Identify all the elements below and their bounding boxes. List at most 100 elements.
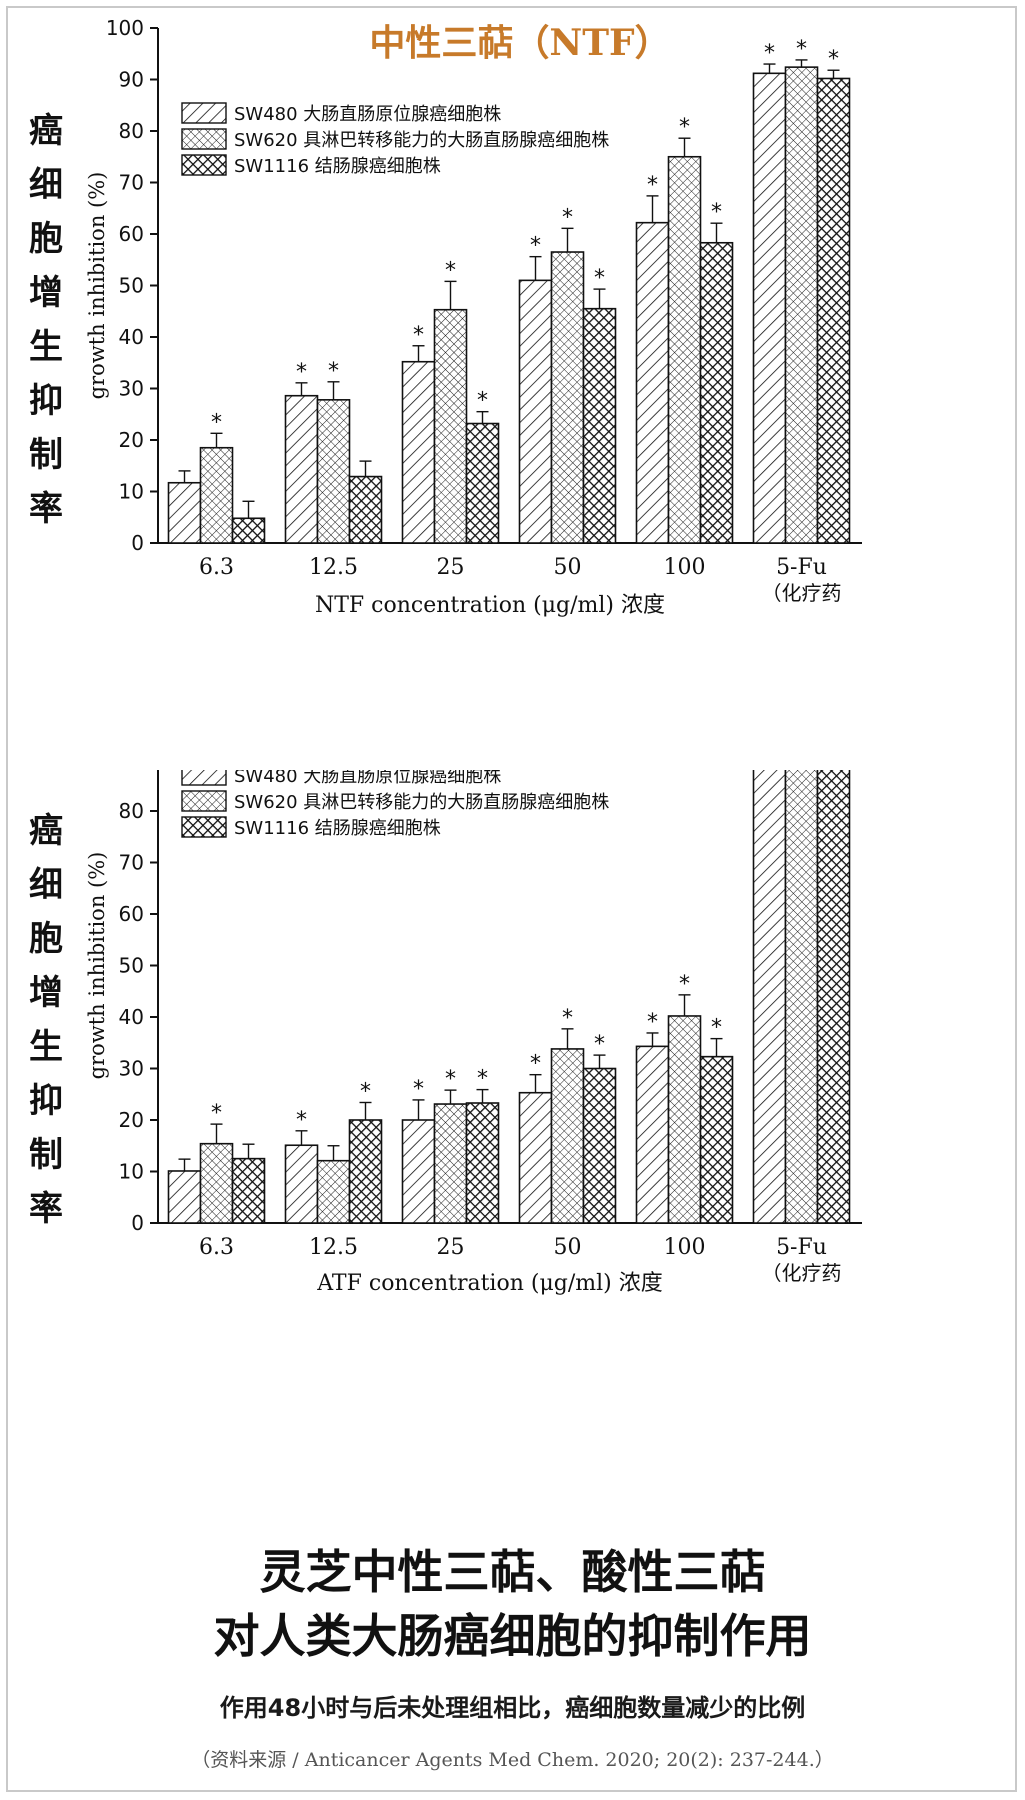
bar xyxy=(816,770,851,1224)
x-tick-label: 25 xyxy=(437,555,465,580)
legend-swatch xyxy=(181,770,227,786)
main-title: 灵芝中性三萜、酸性三萜 对人类大肠癌细胞的抑制作用 xyxy=(0,1540,1025,1668)
side-label-char: 率 xyxy=(29,489,63,529)
bar xyxy=(752,770,787,1224)
bar xyxy=(784,770,819,1224)
y-tick-label: 10 xyxy=(119,480,144,504)
main-title-line2: 对人类大肠癌细胞的抑制作用 xyxy=(213,1609,812,1663)
significance-mark: * xyxy=(562,205,573,230)
significance-mark: * xyxy=(711,200,722,225)
significance-mark: * xyxy=(562,1006,573,1031)
significance-mark: * xyxy=(296,360,307,385)
source-citation: （资料来源 / Anticancer Agents Med Chem. 2020… xyxy=(191,1749,834,1771)
x-tick-label: 5-Fu xyxy=(776,1235,827,1260)
significance-mark: * xyxy=(360,1079,371,1104)
legend-label: SW480 大肠直肠原位腺癌细胞株 xyxy=(234,770,501,787)
side-label-char: 生 xyxy=(29,327,63,367)
side-label-char: 癌 xyxy=(29,111,63,151)
significance-mark: * xyxy=(445,1067,456,1092)
bar xyxy=(635,1045,670,1224)
bar xyxy=(316,399,351,544)
y-tick-label: 30 xyxy=(119,377,144,401)
main-title-line1: 灵芝中性三萜、酸性三萜 xyxy=(259,1545,766,1599)
subtitle: 作用48小时与后未处理组相比，癌细胞数量减少的比例 xyxy=(219,1694,806,1722)
significance-mark: * xyxy=(530,234,541,259)
y-tick-label: 0 xyxy=(131,531,144,555)
bar xyxy=(699,1055,734,1224)
y-tick-label: 60 xyxy=(119,902,144,926)
legend-swatch xyxy=(181,816,227,838)
bar xyxy=(582,307,617,544)
x-tick-sublabel: （化疗药 xyxy=(762,581,842,605)
x-tick-label: 6.3 xyxy=(199,1235,234,1260)
y-tick-label: 20 xyxy=(119,428,144,452)
x-axis-label: ATF concentration (μg/ml) 浓度 xyxy=(316,1271,662,1296)
x-axis-label: NTF concentration (μg/ml) 浓度 xyxy=(315,593,665,618)
significance-mark: * xyxy=(679,115,690,140)
significance-mark: * xyxy=(445,258,456,283)
significance-mark: * xyxy=(530,1052,541,1077)
side-label-char: 制 xyxy=(29,435,63,475)
y-axis-label: growth inhibition (%) xyxy=(85,852,109,1080)
bar xyxy=(667,155,702,544)
bar xyxy=(199,446,234,544)
bar xyxy=(699,241,734,544)
side-label-char: 细 xyxy=(29,165,63,205)
y-tick-label: 50 xyxy=(119,274,144,298)
legend-label: SW620 具淋巴转移能力的大肠直肠腺癌细胞株 xyxy=(234,130,609,151)
x-tick-label: 25 xyxy=(437,1235,465,1260)
side-label-char: 抑 xyxy=(29,1081,63,1121)
significance-mark: * xyxy=(796,37,807,62)
y-tick-label: 90 xyxy=(119,770,144,772)
y-tick-label: 50 xyxy=(119,954,144,978)
x-tick-label: 50 xyxy=(554,555,582,580)
significance-mark: * xyxy=(828,47,839,72)
bar xyxy=(199,1142,234,1224)
legend-label: SW1116 结肠腺癌细胞株 xyxy=(234,156,441,177)
y-tick-label: 0 xyxy=(131,1211,144,1235)
bar xyxy=(816,77,851,544)
significance-mark: * xyxy=(679,972,690,997)
significance-mark: * xyxy=(594,1032,605,1057)
legend-swatch xyxy=(181,102,227,124)
bar xyxy=(284,394,319,544)
side-label-char: 癌 xyxy=(29,811,63,851)
x-tick-label: 50 xyxy=(554,1235,582,1260)
bar xyxy=(316,1159,351,1224)
side-label-char: 率 xyxy=(29,1189,63,1229)
y-tick-label: 20 xyxy=(119,1108,144,1132)
bar xyxy=(518,1091,553,1224)
y-tick-label: 40 xyxy=(119,325,144,349)
significance-mark: * xyxy=(647,173,658,198)
x-tick-label: 5-Fu xyxy=(776,555,827,580)
legend-swatch xyxy=(181,154,227,176)
significance-mark: * xyxy=(594,266,605,291)
bar xyxy=(231,517,266,544)
significance-mark: * xyxy=(296,1108,307,1133)
y-tick-label: 30 xyxy=(119,1057,144,1081)
bar xyxy=(167,1170,202,1224)
bar xyxy=(433,308,468,544)
bar xyxy=(752,72,787,544)
side-label-char: 增 xyxy=(29,973,63,1013)
x-tick-label: 12.5 xyxy=(309,1235,358,1260)
bar xyxy=(465,1102,500,1224)
bar xyxy=(348,1119,383,1224)
side-label-char: 增 xyxy=(29,273,63,313)
x-tick-label: 12.5 xyxy=(309,555,358,580)
bar xyxy=(167,481,202,544)
significance-mark: * xyxy=(211,1101,222,1126)
bar xyxy=(582,1067,617,1224)
significance-mark: * xyxy=(413,323,424,348)
x-tick-label: 100 xyxy=(664,1235,706,1260)
bar xyxy=(401,360,436,544)
bar xyxy=(667,1015,702,1224)
chart-title: 中性三萜（NTF） xyxy=(369,22,670,64)
bar xyxy=(518,279,553,544)
significance-mark: * xyxy=(477,1067,488,1092)
bar xyxy=(550,251,585,544)
significance-mark: * xyxy=(764,41,775,66)
legend-label: SW620 具淋巴转移能力的大肠直肠腺癌细胞株 xyxy=(234,792,609,813)
significance-mark: * xyxy=(647,1010,658,1035)
